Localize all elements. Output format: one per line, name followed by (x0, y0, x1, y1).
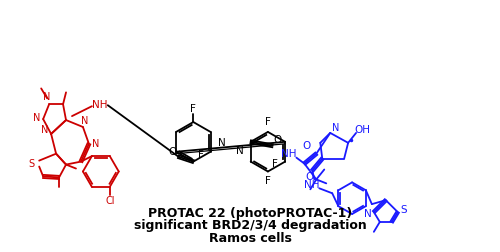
Text: Ramos cells: Ramos cells (208, 232, 292, 245)
Text: NH: NH (92, 100, 108, 110)
Text: NH: NH (304, 180, 319, 190)
Text: OH: OH (354, 125, 370, 135)
Text: N: N (44, 92, 51, 102)
Text: S: S (400, 205, 407, 215)
Text: N: N (218, 138, 226, 148)
Text: F: F (265, 117, 271, 127)
Text: N: N (92, 139, 100, 149)
Text: significant BRD2/3/4 degradation: significant BRD2/3/4 degradation (134, 219, 366, 232)
Text: F: F (272, 159, 278, 169)
Text: N: N (42, 125, 49, 135)
Text: N: N (364, 209, 372, 219)
Text: N: N (332, 123, 339, 133)
Text: S: S (28, 159, 34, 169)
Text: F: F (190, 104, 196, 114)
Text: O: O (168, 147, 176, 157)
Text: F: F (265, 176, 271, 186)
Text: N: N (81, 116, 88, 126)
Text: N: N (236, 146, 244, 156)
Text: O: O (302, 141, 310, 151)
Text: Cl: Cl (105, 196, 115, 206)
Text: N: N (32, 113, 40, 123)
Text: O: O (305, 172, 314, 182)
Text: NH: NH (280, 149, 296, 159)
Text: F: F (198, 150, 203, 160)
Text: O: O (274, 135, 281, 145)
Text: PROTAC 22 (photoPROTAC-1): PROTAC 22 (photoPROTAC-1) (148, 207, 352, 219)
